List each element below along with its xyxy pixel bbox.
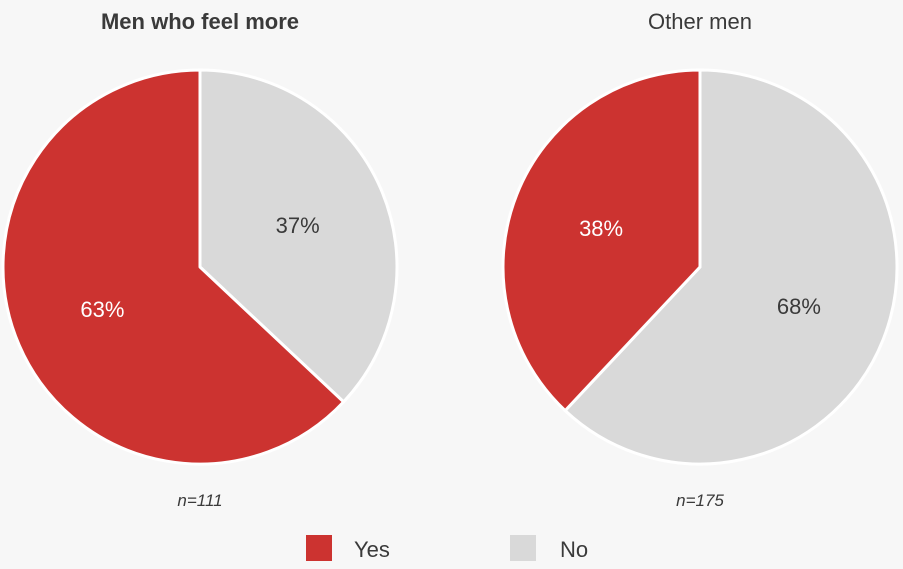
data-label-yes: 63%	[80, 297, 124, 322]
chart-title: Men who feel more	[101, 9, 299, 34]
pie-chart-men-who-feel-more: Men who feel more 37% 63% n=111	[1, 9, 399, 510]
legend-label-yes: Yes	[354, 537, 390, 562]
legend-item-no: No	[510, 535, 588, 562]
data-label-no: 37%	[276, 213, 320, 238]
pie-slice-no	[563, 68, 899, 466]
pie-slice-no	[198, 68, 399, 404]
legend-swatch-yes	[306, 535, 332, 561]
sample-size-note: n=175	[676, 491, 724, 510]
legend: Yes No	[306, 535, 588, 562]
data-label-no: 68%	[777, 294, 821, 319]
data-label-yes: 38%	[579, 216, 623, 241]
chart-title: Other men	[648, 9, 752, 34]
legend-swatch-no	[510, 535, 536, 561]
legend-label-no: No	[560, 537, 588, 562]
pie-slice-yes	[501, 68, 702, 413]
pie-chart-other-men: Other men 68% 38% n=175	[501, 9, 899, 510]
sample-size-note: n=111	[177, 491, 222, 510]
pie-slices: 37% 63%	[1, 68, 399, 466]
pie-slices: 68% 38%	[501, 68, 899, 466]
legend-item-yes: Yes	[306, 535, 390, 562]
pie-slice-yes	[1, 68, 346, 466]
